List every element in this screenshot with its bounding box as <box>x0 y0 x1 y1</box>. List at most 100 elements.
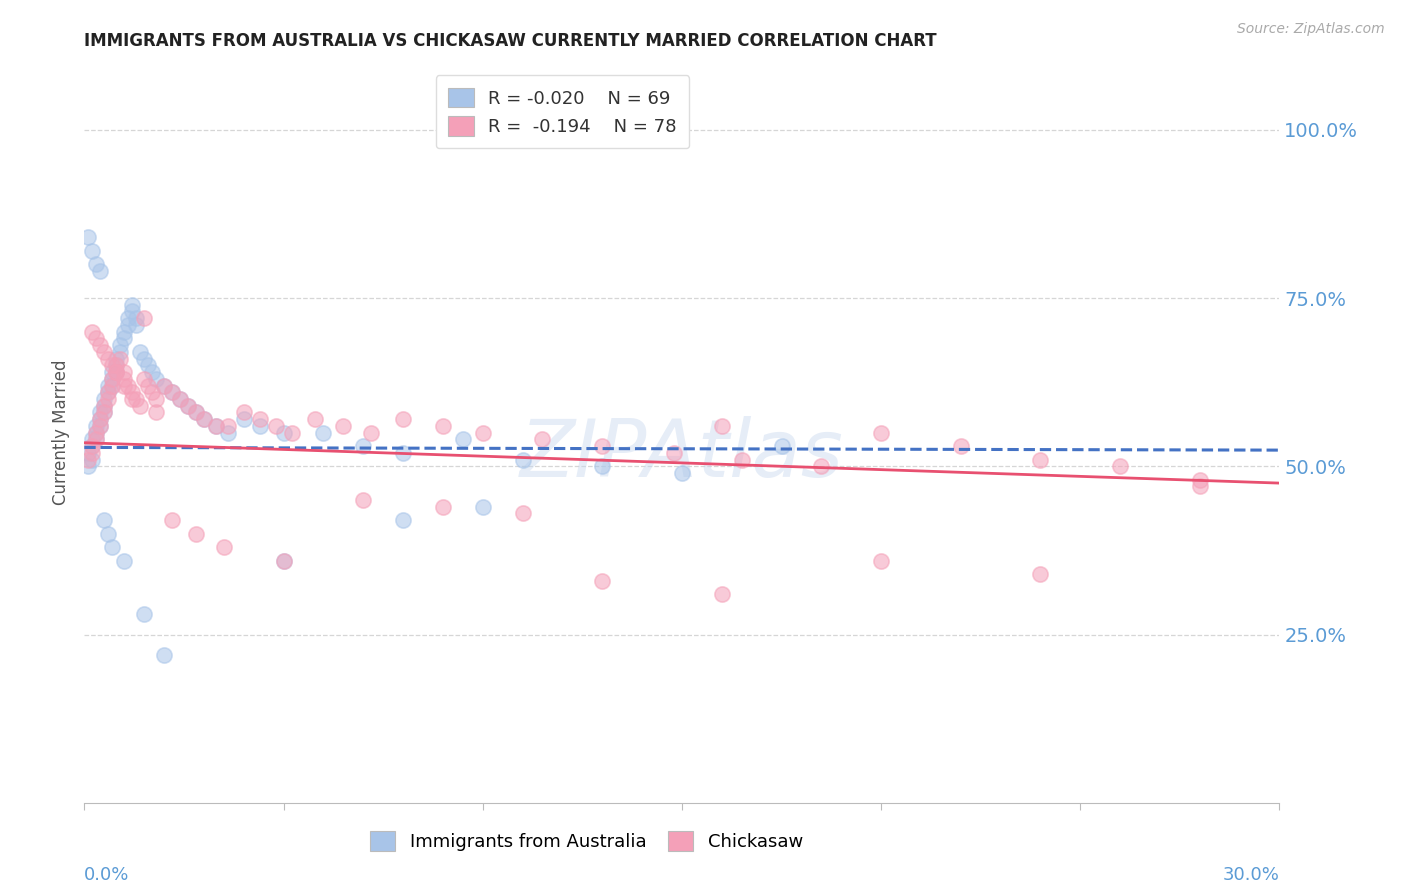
Point <box>352 492 374 507</box>
Point <box>1188 473 1211 487</box>
Point <box>169 392 191 406</box>
Point <box>125 311 148 326</box>
Point <box>264 418 287 433</box>
Point <box>97 526 120 541</box>
Point <box>212 540 235 554</box>
Point <box>471 500 494 514</box>
Point <box>89 264 111 278</box>
Point <box>105 365 128 379</box>
Point <box>169 392 191 406</box>
Point <box>273 425 295 440</box>
Point <box>136 378 159 392</box>
Point <box>101 372 124 386</box>
Point <box>392 446 415 460</box>
Point <box>392 513 415 527</box>
Point <box>810 459 832 474</box>
Point <box>89 418 111 433</box>
Point <box>86 331 108 345</box>
Point <box>117 311 139 326</box>
Point <box>82 446 104 460</box>
Point <box>117 378 139 392</box>
Point <box>312 425 335 440</box>
Text: ZIPAtlas: ZIPAtlas <box>520 416 844 494</box>
Point <box>193 412 215 426</box>
Point <box>232 405 254 419</box>
Point <box>93 405 115 419</box>
Point <box>392 412 415 426</box>
Point <box>77 452 100 467</box>
Point <box>249 412 271 426</box>
Point <box>1109 459 1132 474</box>
Point <box>273 553 295 567</box>
Point <box>870 425 893 440</box>
Point <box>101 359 124 373</box>
Text: IMMIGRANTS FROM AUSTRALIA VS CHICKASAW CURRENTLY MARRIED CORRELATION CHART: IMMIGRANTS FROM AUSTRALIA VS CHICKASAW C… <box>84 32 936 50</box>
Point <box>82 433 104 447</box>
Point <box>132 351 156 366</box>
Text: 0.0%: 0.0% <box>84 866 129 884</box>
Point <box>82 325 104 339</box>
Point <box>112 378 135 392</box>
Point <box>86 433 108 447</box>
Point <box>153 648 176 662</box>
Point <box>110 338 132 352</box>
Point <box>160 385 183 400</box>
Point <box>125 318 148 332</box>
Point <box>512 507 534 521</box>
Point <box>121 298 143 312</box>
Point <box>101 365 124 379</box>
Point <box>360 425 382 440</box>
Point <box>471 425 494 440</box>
Point <box>160 513 183 527</box>
Point <box>121 392 143 406</box>
Point <box>112 365 135 379</box>
Point <box>160 385 183 400</box>
Point <box>77 446 100 460</box>
Point <box>82 439 104 453</box>
Point <box>101 378 124 392</box>
Point <box>184 405 207 419</box>
Point <box>89 412 111 426</box>
Point <box>249 418 271 433</box>
Point <box>89 418 111 433</box>
Point <box>671 466 693 480</box>
Point <box>591 459 613 474</box>
Point <box>129 344 152 359</box>
Point <box>332 418 354 433</box>
Point <box>132 372 156 386</box>
Point <box>531 433 554 447</box>
Point <box>770 439 793 453</box>
Point <box>77 459 100 474</box>
Point <box>93 392 115 406</box>
Point <box>82 452 104 467</box>
Point <box>1188 479 1211 493</box>
Point <box>77 230 100 244</box>
Point <box>86 433 108 447</box>
Point <box>512 452 534 467</box>
Point <box>117 318 139 332</box>
Point <box>662 446 685 460</box>
Point <box>86 425 108 440</box>
Point <box>217 418 239 433</box>
Point <box>153 378 176 392</box>
Point <box>141 365 163 379</box>
Point <box>97 392 120 406</box>
Point <box>710 587 733 601</box>
Point <box>112 325 135 339</box>
Point <box>591 439 613 453</box>
Point <box>280 425 302 440</box>
Point <box>710 418 733 433</box>
Point <box>177 399 200 413</box>
Point <box>232 412 254 426</box>
Point <box>141 385 163 400</box>
Point <box>86 418 108 433</box>
Point <box>1029 566 1052 581</box>
Point <box>97 385 120 400</box>
Point <box>93 344 115 359</box>
Point <box>205 418 228 433</box>
Point <box>97 378 120 392</box>
Point <box>205 418 228 433</box>
Point <box>352 439 374 453</box>
Point <box>184 526 207 541</box>
Point <box>89 338 111 352</box>
